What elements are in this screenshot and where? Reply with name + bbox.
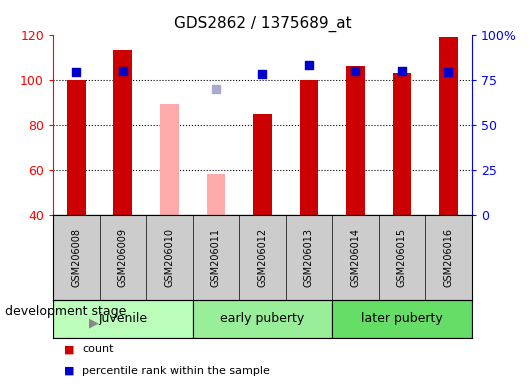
- Bar: [192, 300, 332, 338]
- Text: early puberty: early puberty: [220, 312, 304, 325]
- Text: ■: ■: [64, 344, 74, 354]
- Point: [305, 62, 313, 68]
- Bar: [207, 174, 225, 215]
- Text: development stage: development stage: [5, 305, 127, 318]
- Text: count: count: [82, 344, 113, 354]
- Point: [72, 70, 81, 76]
- Text: GSM206012: GSM206012: [258, 228, 267, 287]
- Text: GSM206010: GSM206010: [164, 228, 174, 287]
- Text: GSM206014: GSM206014: [350, 228, 360, 287]
- Point: [351, 68, 360, 74]
- Text: GSM206013: GSM206013: [304, 228, 314, 287]
- Bar: [299, 80, 318, 215]
- Bar: [160, 104, 179, 215]
- Bar: [253, 114, 272, 215]
- Point: [211, 86, 220, 92]
- Text: juvenile: juvenile: [98, 312, 147, 325]
- Point: [398, 68, 406, 74]
- Bar: [53, 300, 192, 338]
- Bar: [439, 37, 458, 215]
- Bar: [113, 50, 132, 215]
- Text: GSM206009: GSM206009: [118, 228, 128, 287]
- Title: GDS2862 / 1375689_at: GDS2862 / 1375689_at: [173, 16, 351, 32]
- Text: GSM206016: GSM206016: [444, 228, 454, 287]
- Text: percentile rank within the sample: percentile rank within the sample: [82, 366, 270, 376]
- Text: ■: ■: [64, 366, 74, 376]
- Text: GSM206008: GSM206008: [71, 228, 81, 287]
- Point: [444, 70, 453, 76]
- Bar: [393, 73, 411, 215]
- Text: GSM206011: GSM206011: [211, 228, 221, 287]
- Text: GSM206015: GSM206015: [397, 228, 407, 287]
- Text: later puberty: later puberty: [361, 312, 443, 325]
- Point: [258, 71, 267, 77]
- Point: [119, 68, 127, 74]
- Bar: [67, 80, 85, 215]
- Bar: [346, 66, 365, 215]
- Bar: [332, 300, 472, 338]
- Text: ▶: ▶: [89, 316, 99, 329]
